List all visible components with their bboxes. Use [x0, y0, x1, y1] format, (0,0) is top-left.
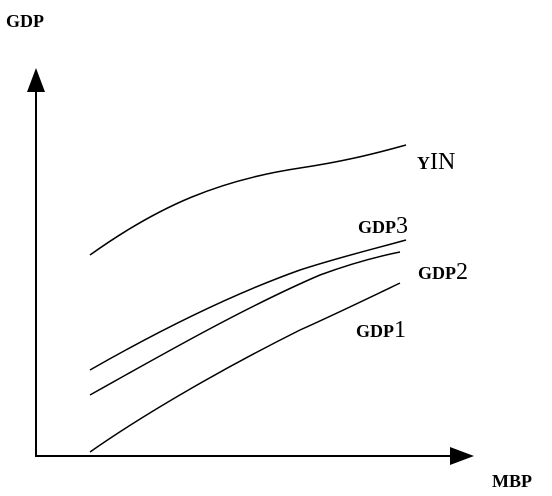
curve-label-gdp3: GDP3 — [358, 214, 408, 236]
curve-label-gdp2-part2: 2 — [456, 259, 468, 285]
y-axis-label: GDP — [6, 11, 44, 31]
y-axis-arrowhead — [27, 68, 45, 92]
curve-label-gdp2: GDP2 — [418, 260, 468, 284]
curve-yin — [89, 144, 407, 256]
curve-label-gdp3-part1: GDP — [358, 217, 396, 236]
curve-label-yin: YIN — [417, 150, 455, 174]
curve-label-gdp3-part2: 3 — [396, 214, 408, 236]
curve-label-gdp1-part1: GDP — [356, 321, 394, 341]
curve-label-gdp2-part1: GDP — [418, 263, 456, 283]
curve-label-gdp1: GDP1 — [356, 318, 406, 342]
curve-gdp3 — [89, 239, 407, 371]
curve-gdp2 — [89, 251, 401, 396]
curve-gdp1 — [89, 282, 401, 453]
curve-label-gdp1-part2: 1 — [394, 317, 406, 343]
x-axis-arrowhead — [450, 447, 474, 465]
curve-label-yin-part2: IN — [430, 149, 456, 175]
x-axis-label: MBP — [492, 471, 532, 491]
curve-label-yin-part1: Y — [417, 153, 430, 173]
